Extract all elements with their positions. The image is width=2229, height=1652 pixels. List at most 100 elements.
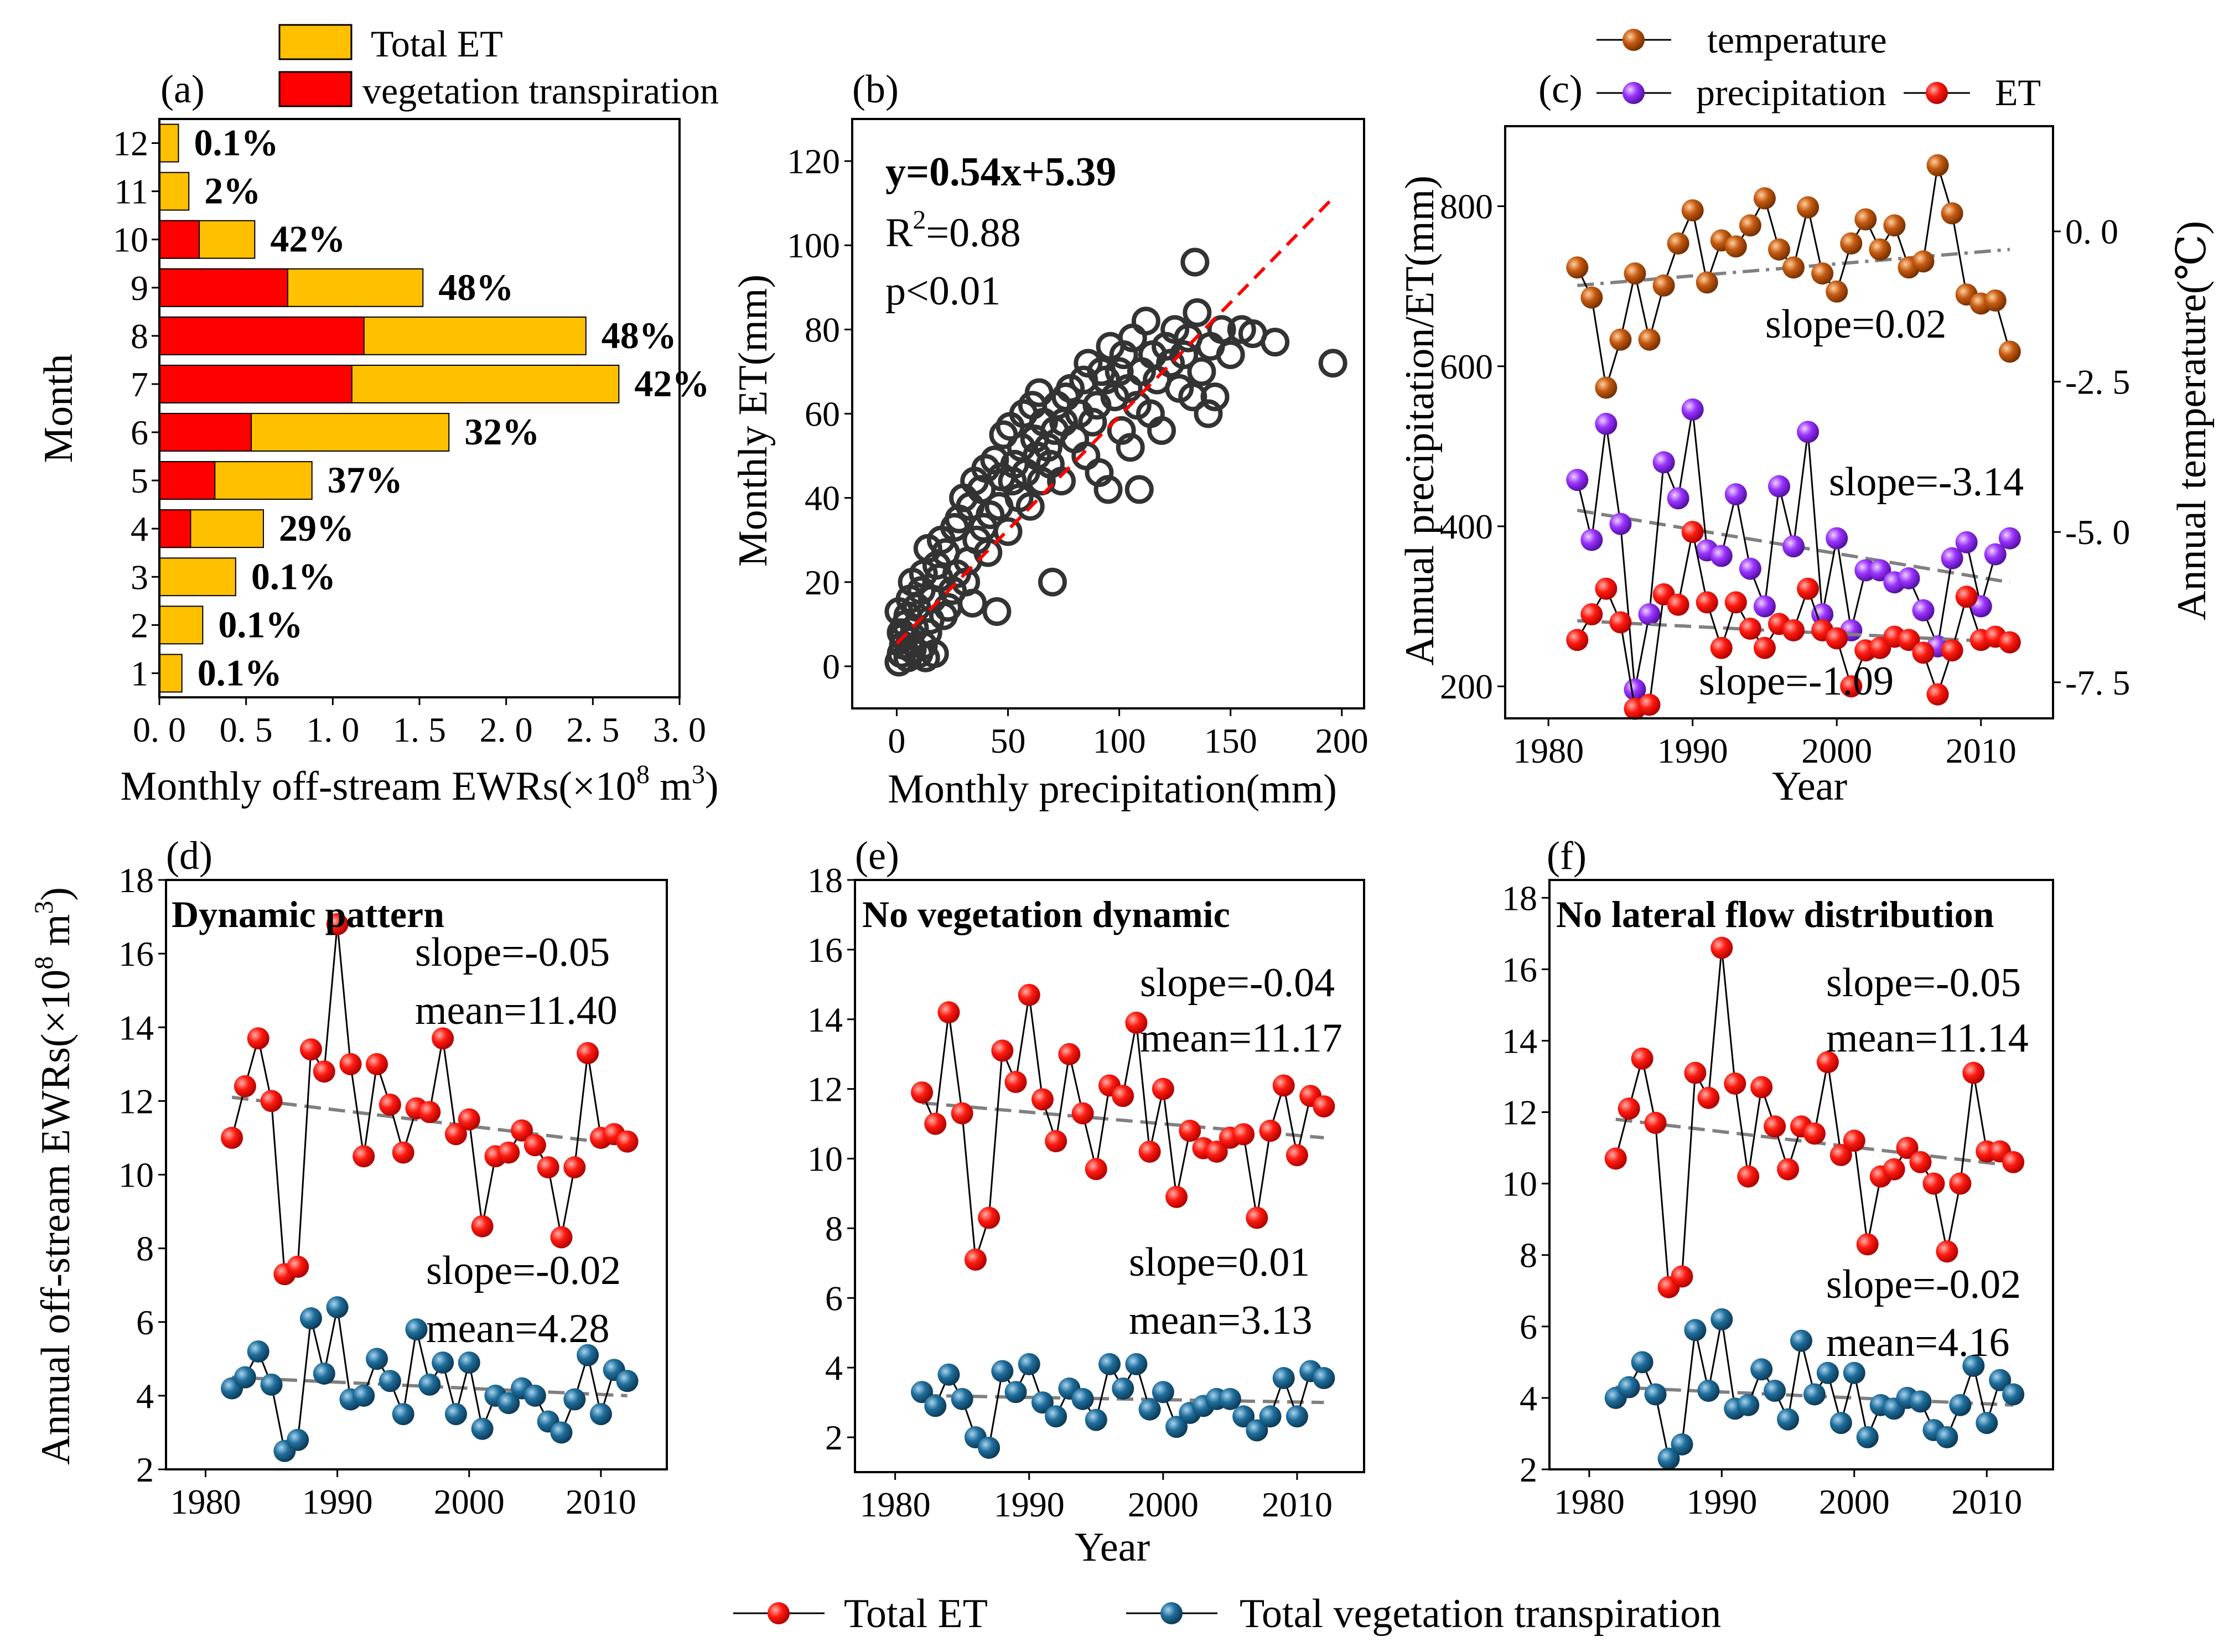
vegetation-transpiration-point-2012 <box>2002 1383 2025 1406</box>
total-et-point-1998 <box>1816 1051 1839 1074</box>
panel-f-tr-mean: mean=4.16 <box>1826 1320 2009 1365</box>
vegetation-transpiration-point-1988 <box>991 1360 1014 1382</box>
legend-et-label: ET <box>1995 71 2041 113</box>
y-tick-label-3: 8 <box>1520 1236 1537 1275</box>
total-et-point-2004 <box>1896 1137 1919 1159</box>
y-tick-label-month-3: 3 <box>131 557 148 597</box>
total-et-point-1984 <box>937 1001 960 1024</box>
y-tick-label-8: 18 <box>118 861 154 900</box>
total-et-point-2010 <box>1285 1144 1308 1167</box>
temperature-point-2008 <box>1941 202 1963 225</box>
panel-d-ylabel-post: m <box>33 914 79 956</box>
total-et-point-2000 <box>1152 1078 1174 1100</box>
x-tick-label-3: 2010 <box>1262 1485 1333 1524</box>
bottom-legend-total-vt-label: Total vegetation transpiration <box>1240 1591 1721 1637</box>
total-et-point-2003 <box>497 1141 520 1164</box>
vegetation-transpiration-point-2012 <box>1313 1367 1335 1390</box>
et-point-2005 <box>1898 629 1920 651</box>
total-et-point-2012 <box>616 1130 639 1153</box>
panel-e-et-mean: mean=11.17 <box>1140 1016 1342 1061</box>
y-tick-label-2: 6 <box>825 1278 843 1318</box>
vegetation-transpiration-point-1989 <box>1004 1381 1027 1404</box>
y-tick-label-0: 0 <box>822 647 840 686</box>
y-tick-label-1: 4 <box>825 1348 843 1387</box>
x-tick-label-3: 2010 <box>566 1482 636 1521</box>
vegetation-transpiration-point-1984 <box>1631 1351 1653 1374</box>
panel-b-ylabel: Monthly ET(mm) <box>730 275 776 567</box>
vegetation-transpiration-point-1996 <box>405 1318 428 1341</box>
x-tick-label-5: 2. 5 <box>566 710 619 749</box>
x-tick-label-1: 1990 <box>1686 1482 1757 1521</box>
panel-c-et-slope: slope=-1.09 <box>1699 659 1894 704</box>
bottom-legend-total-et-label: Total ET <box>844 1591 988 1637</box>
y-tick-label-month-6: 6 <box>131 413 148 452</box>
panel-b-points <box>884 247 1347 677</box>
vegetation-transpiration-point-1995 <box>1085 1408 1107 1431</box>
y-tick-label-2: 6 <box>136 1303 154 1342</box>
y-tick-label-8: 18 <box>1502 878 1537 918</box>
total-et-point-2004 <box>1205 1140 1228 1163</box>
vegetation-transpiration-point-1998 <box>432 1351 454 1374</box>
y-tick-label-4: 10 <box>118 1156 154 1195</box>
total-et-point-1984 <box>1631 1047 1653 1070</box>
vegetation-transpiration-point-2000 <box>1152 1381 1174 1404</box>
bar-data-label-month-11: 2% <box>204 170 261 212</box>
panel-f: (f) 1980 1990 2000 2010 2 4 6 8 10 12 14 16 18 No la… <box>1502 833 2054 1521</box>
scatter-point-98 <box>1131 307 1160 336</box>
vegetation-transpiration-point-1989 <box>313 1362 335 1385</box>
panel-d-tr-mean: mean=4.28 <box>426 1306 609 1351</box>
scatter-point-44 <box>971 454 1001 483</box>
vegetation-transpiration-point-1992 <box>1045 1405 1067 1428</box>
x-tick-label-1: 50 <box>991 721 1026 760</box>
y-tick-label-7: 16 <box>807 930 843 970</box>
y-tick-label-0: 2 <box>1520 1450 1537 1489</box>
panel-a-xlabel-post: m <box>650 764 692 809</box>
y-tick-label-7: 16 <box>1502 950 1537 989</box>
temperature-point-1985 <box>1609 328 1632 351</box>
vegetation-transpiration-point-2000 <box>458 1351 480 1374</box>
total-et-point-1988 <box>1684 1061 1707 1084</box>
panel-f-label: (f) <box>1547 833 1587 878</box>
scatter-point-96 <box>1124 475 1154 504</box>
vegetation-transpiration-point-1983 <box>1618 1376 1640 1399</box>
x-tick-label-3: 2010 <box>1946 731 2017 770</box>
vegetation-transpiration-point-1987 <box>287 1428 309 1451</box>
total-et-point-1983 <box>234 1075 256 1097</box>
panel-b-ticks: 0 50 100 150 200 0 20 40 60 80 100 120 <box>787 142 1368 760</box>
vegetation-transpiration-point-2008 <box>1949 1394 1972 1416</box>
total-et-point-1999 <box>1829 1144 1852 1166</box>
bottom-legend: Total ET Total vegetation transpiration <box>733 1591 1721 1637</box>
bar-vegetation-transpiration-month-7 <box>159 364 353 403</box>
vegetation-transpiration-point-1995 <box>392 1403 414 1426</box>
precipitation-point-1982 <box>1566 469 1589 491</box>
vegetation-transpiration-point-1997 <box>1112 1377 1134 1400</box>
total-et-point-1993 <box>1750 1076 1773 1099</box>
bar-total-et-month-3 <box>159 557 236 597</box>
total-et-point-1983 <box>924 1112 947 1135</box>
scatter-point-60 <box>1015 491 1045 521</box>
y-tick-label-3: 60 <box>805 395 840 434</box>
panel-b-r2-post: =0.88 <box>926 210 1020 256</box>
total-et-point-1995 <box>1085 1158 1107 1180</box>
total-et-point-1982 <box>1604 1147 1627 1170</box>
precipitation-point-1987 <box>1638 603 1661 626</box>
scatter-point-116 <box>1207 315 1236 344</box>
scatter-point-113 <box>1194 399 1223 428</box>
temperature-point-2002 <box>1854 208 1877 231</box>
scatter-point-52 <box>993 517 1023 546</box>
bar-data-label-month-10: 42% <box>270 218 345 260</box>
panel-b-xlabel: Monthly precipitation(mm) <box>888 767 1337 812</box>
y-left-tick-label-0: 200 <box>1440 667 1493 706</box>
panel-d-title: Dynamic pattern <box>172 893 444 935</box>
y-left-tick-label-1: 400 <box>1440 507 1493 546</box>
precipitation-point-2009 <box>1955 531 1978 553</box>
vegetation-transpiration-point-2008 <box>563 1388 586 1411</box>
total-et-point-2008 <box>563 1156 586 1179</box>
y-tick-label-5: 12 <box>1502 1093 1537 1132</box>
scatter-point-111 <box>1183 298 1212 327</box>
bottom-legend-total-vt-marker <box>1160 1602 1183 1624</box>
total-et-point-1990 <box>1710 936 1733 959</box>
panel-e-tr-slope: slope=0.01 <box>1129 1240 1310 1285</box>
